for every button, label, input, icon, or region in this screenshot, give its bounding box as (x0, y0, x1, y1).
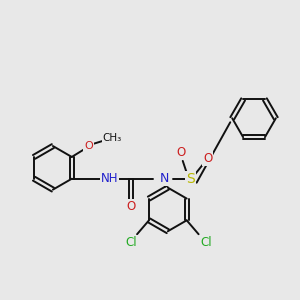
Text: N: N (160, 172, 170, 185)
Text: O: O (127, 200, 136, 213)
Text: S: S (186, 172, 195, 186)
Text: O: O (176, 146, 185, 160)
Text: Cl: Cl (125, 236, 137, 249)
Text: O: O (84, 141, 93, 151)
Text: NH: NH (101, 172, 118, 185)
Text: Cl: Cl (201, 236, 212, 249)
Text: CH₃: CH₃ (103, 133, 122, 143)
Text: O: O (203, 152, 212, 165)
